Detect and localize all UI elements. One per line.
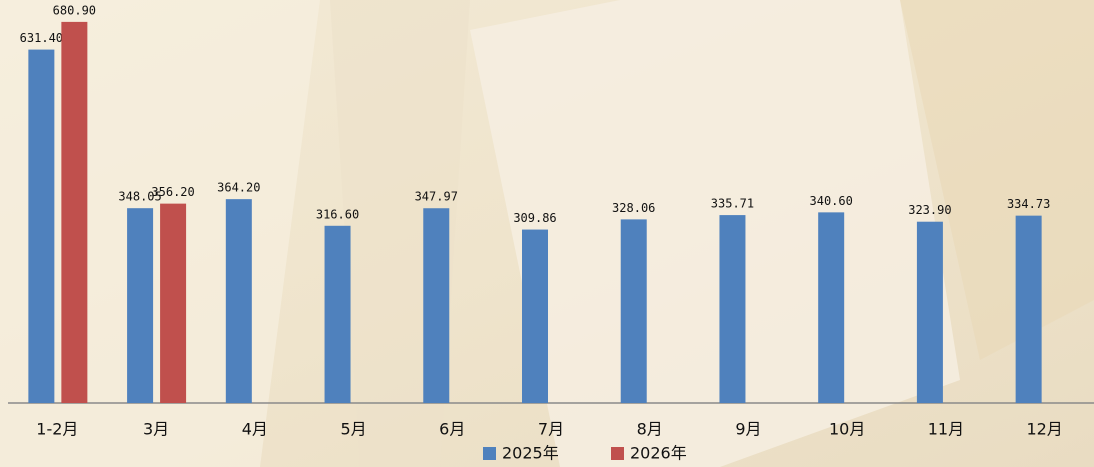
bar — [61, 21, 88, 404]
x-tick-label: 5月 — [340, 420, 366, 439]
x-tick-label: 12月 — [1026, 420, 1062, 439]
background-shape — [900, 0, 1094, 360]
value-label: 309.86 — [513, 211, 556, 225]
bar — [719, 215, 746, 403]
value-label: 340.60 — [810, 194, 853, 208]
x-tick-label: 9月 — [735, 420, 761, 439]
value-label: 356.20 — [151, 185, 194, 199]
legend-label: 2026年 — [630, 444, 687, 463]
value-label: 323.90 — [908, 203, 951, 217]
x-tick-label: 3月 — [143, 420, 169, 439]
x-tick-label: 10月 — [829, 420, 865, 439]
bar — [620, 219, 647, 403]
bar — [324, 225, 351, 403]
bar — [127, 208, 154, 403]
value-label: 364.20 — [217, 181, 260, 195]
bar — [160, 203, 187, 403]
x-tick-label: 7月 — [538, 420, 564, 439]
bar — [522, 229, 548, 403]
value-label: 631.40 — [20, 31, 63, 45]
value-label: 335.71 — [711, 197, 754, 211]
x-tick-label: 11月 — [928, 420, 964, 439]
bar — [1015, 215, 1042, 403]
bar — [225, 199, 252, 403]
value-label: 316.60 — [316, 207, 359, 221]
legend-label: 2025年 — [502, 444, 559, 463]
legend-swatch — [483, 447, 496, 460]
x-tick-label: 1-2月 — [36, 420, 78, 439]
x-tick-label: 4月 — [242, 420, 268, 439]
bar — [28, 49, 55, 403]
x-tick-label: 6月 — [439, 420, 465, 439]
bar — [423, 208, 450, 403]
value-label: 680.90 — [53, 3, 96, 17]
value-label: 328.06 — [612, 201, 655, 215]
x-tick-label: 8月 — [637, 420, 663, 439]
bar — [916, 221, 943, 403]
value-label: 348.05 — [118, 190, 161, 204]
bar — [818, 212, 845, 403]
legend-swatch — [611, 447, 624, 460]
value-label: 347.97 — [415, 190, 458, 204]
value-label: 334.73 — [1007, 197, 1050, 211]
